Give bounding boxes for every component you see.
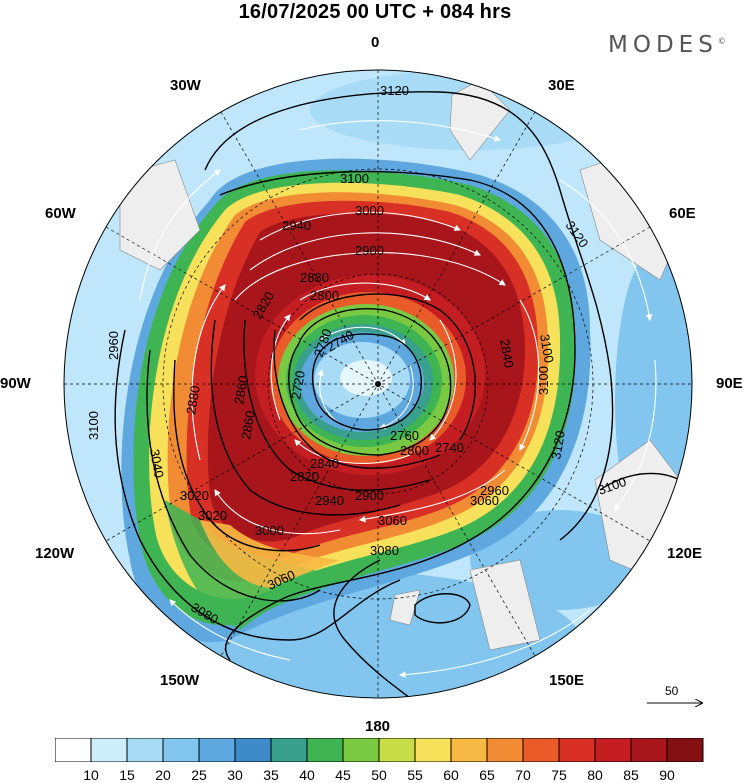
colorbar-tick-label: 35 — [263, 767, 279, 783]
brand-copyright-mark: © — [717, 36, 726, 46]
colorbar-swatch — [558, 738, 596, 762]
lon-label-0: 0 — [371, 34, 380, 51]
lon-label-60w: 60W — [45, 205, 76, 222]
colorbar-tick-label: 75 — [551, 767, 567, 783]
lon-label-90w: 90W — [0, 375, 31, 392]
colorbar-tick-label: 25 — [191, 767, 207, 783]
contour-label: 2800 — [310, 288, 339, 303]
lon-label-180: 180 — [365, 718, 391, 735]
colorbar-tick-label: 45 — [335, 767, 351, 783]
lon-label-120e: 120E — [667, 545, 703, 562]
contour-label: 2900 — [355, 488, 384, 503]
colorbar — [55, 738, 704, 762]
contour-label: 3060 — [470, 493, 499, 508]
contour-label: 2840 — [497, 338, 517, 369]
lon-label-90e: 90E — [716, 375, 743, 392]
colorbar-swatch — [270, 738, 308, 762]
colorbar-tick-label: 20 — [155, 767, 171, 783]
wind-vectors — [139, 120, 657, 678]
contour-label: 3100 — [536, 366, 551, 395]
map-boundary — [63, 69, 693, 699]
lon-label-30e: 30E — [548, 77, 575, 94]
colorbar-tick-label: 40 — [299, 767, 315, 783]
lon-label-120w: 120W — [35, 545, 75, 562]
lon-label-150e: 150E — [549, 672, 585, 689]
colorbar-tick-label: 90 — [659, 767, 675, 783]
contour-label: 2740 — [435, 440, 464, 455]
contour-label: 2820 — [290, 469, 319, 484]
contour-label: 3100 — [86, 411, 101, 440]
colorbar-tick-label: 65 — [479, 767, 495, 783]
colorbar-tick-label: 30 — [227, 767, 243, 783]
height-contours — [114, 91, 681, 698]
contour-label: 2860 — [238, 409, 258, 440]
colorbar-swatch — [486, 738, 524, 762]
contour-label: 3120 — [548, 429, 568, 460]
contour-label: 2840 — [310, 456, 339, 471]
colorbar-swatch — [306, 738, 344, 762]
colorbar-swatch — [450, 738, 488, 762]
contour-label: 3100 — [340, 171, 369, 186]
south-pole-marker — [375, 381, 381, 387]
contour-label: 2940 — [315, 493, 344, 508]
lon-label-150w: 150W — [160, 672, 200, 689]
contour-label: 2720 — [288, 369, 308, 400]
colorbar-tick-label: 85 — [623, 767, 639, 783]
contour-label: 2760 — [390, 428, 419, 443]
colorbar-swatch — [162, 738, 200, 762]
colorbar-swatch — [630, 738, 668, 762]
colorbar-swatch — [126, 738, 164, 762]
contour-label: 3000 — [355, 203, 384, 218]
colorbar-tick-label: 70 — [515, 767, 531, 783]
colorbar-swatch — [55, 738, 92, 762]
contour-label: 3020 — [198, 508, 227, 523]
contour-label: 3100 — [537, 333, 557, 364]
contour-label: 2880 — [183, 384, 203, 415]
contour-label: 3040 — [147, 448, 167, 479]
colorbar-swatch — [198, 738, 236, 762]
brand-logo: MODES© — [608, 32, 726, 58]
contour-label: 3000 — [255, 523, 284, 538]
contour-label: 2880 — [300, 270, 329, 285]
contour-label: 2800 — [400, 443, 429, 458]
map-disk: 3120 3100 3120 3100 3120 3100 3100 3060 … — [64, 70, 692, 698]
contour-label: 2940 — [282, 218, 311, 233]
contour-labels: 3120 3100 3120 3100 3120 3100 3100 3060 … — [86, 83, 628, 627]
colorbar-swatch — [522, 738, 560, 762]
reference-vector-label: 50 — [665, 684, 679, 698]
colorbar-tick-label: 55 — [407, 767, 423, 783]
colorbar-swatch — [90, 738, 128, 762]
colorbar-tick-label: 50 — [371, 767, 387, 783]
reference-vector-arrow — [647, 697, 707, 709]
colorbar-swatch — [414, 738, 452, 762]
colorbar-tick-label: 60 — [443, 767, 459, 783]
lon-label-30w: 30W — [170, 77, 201, 94]
contour-label: 2960 — [480, 483, 509, 498]
colorbar-tick-label: 10 — [83, 767, 99, 783]
contour-label: 3080 — [370, 543, 399, 558]
colorbar-tick-label: 15 — [119, 767, 135, 783]
map-title: 16/07/2025 00 UTC + 084 hrs — [238, 1, 512, 23]
contour-label: 3060 — [378, 513, 407, 528]
colorbar-swatch — [342, 738, 380, 762]
lon-label-60e: 60E — [669, 205, 696, 222]
contour-label: 3020 — [180, 488, 209, 503]
colorbar-swatch — [666, 738, 704, 762]
contour-label: 3120 — [380, 83, 409, 98]
contour-label: 2900 — [355, 243, 384, 258]
colorbar-tick-label: 80 — [587, 767, 603, 783]
colorbar-swatch — [234, 738, 272, 762]
brand-name: MODES — [608, 32, 718, 58]
colorbar-swatch — [594, 738, 632, 762]
colorbar-swatch — [378, 738, 416, 762]
contour-label: 2960 — [106, 331, 121, 360]
reference-vector: 50 — [647, 684, 707, 714]
contour-label: 2860 — [231, 374, 251, 405]
